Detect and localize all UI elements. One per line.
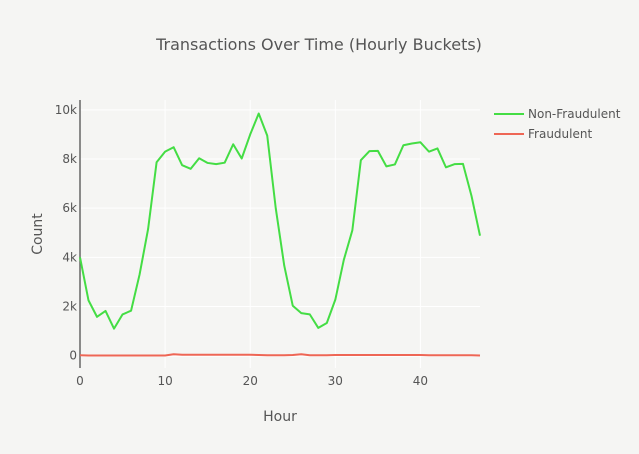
x-tick-label: 40 xyxy=(413,374,428,388)
legend-label[interactable]: Fraudulent xyxy=(528,127,592,141)
legend-label[interactable]: Non-Fraudulent xyxy=(528,107,621,121)
y-tick-label: 6k xyxy=(62,201,77,215)
y-tick-label: 10k xyxy=(55,103,77,117)
y-tick-label: 2k xyxy=(62,300,77,314)
x-tick-label: 0 xyxy=(76,374,84,388)
x-tick-label: 10 xyxy=(157,374,172,388)
y-tick-label: 4k xyxy=(62,250,77,264)
y-tick-label: 8k xyxy=(62,152,77,166)
y-tick-label: 0 xyxy=(69,349,77,363)
legend[interactable]: Non-Fraudulent Fraudulent xyxy=(494,107,621,141)
series-lines xyxy=(79,112,481,357)
series-line-fraudulent[interactable] xyxy=(79,353,481,357)
grid xyxy=(80,100,480,368)
x-tick-label: 30 xyxy=(328,374,343,388)
chart-title: Transactions Over Time (Hourly Buckets) xyxy=(155,35,482,54)
y-axis-title: Count xyxy=(30,213,46,255)
x-axis-title: Hour xyxy=(263,409,297,425)
series-line-non-fraudulent[interactable] xyxy=(79,112,481,330)
x-tick-label: 20 xyxy=(243,374,258,388)
tick-labels: 0 2k 4k 6k 8k 10k 0 10 20 30 40 xyxy=(55,103,428,388)
